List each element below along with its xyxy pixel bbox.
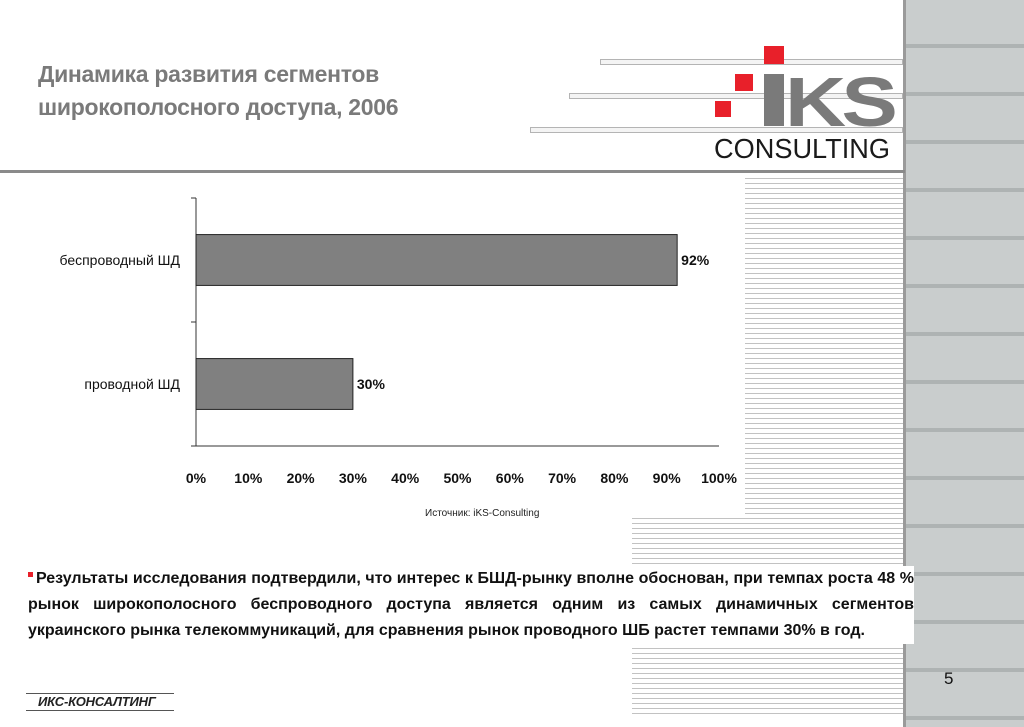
logo-tagline: CONSULTING <box>714 133 890 164</box>
decorative-bar <box>600 59 903 65</box>
bar <box>195 234 678 286</box>
page-title: Динамика развития сегментов широкополосн… <box>38 58 498 124</box>
logo-accent-square <box>735 74 753 91</box>
x-tick-label: 100% <box>701 470 737 486</box>
title-line-1: Динамика развития сегментов <box>38 61 380 87</box>
decorative-bar <box>530 127 903 133</box>
iks-consulting-logo: KS CONSULTING <box>713 44 899 164</box>
x-tick-label: 60% <box>496 470 525 486</box>
body-paragraph: Результаты исследования подтвердили, что… <box>28 566 914 644</box>
logo-accent-square <box>715 101 731 117</box>
bar <box>195 358 354 410</box>
bar-chart: 0% 10% 20% 30% 40% 50% 60% 70% 80% 90% 100% беспров… <box>59 197 737 486</box>
page-number: 5 <box>944 669 954 688</box>
logo-i-stem <box>764 74 784 126</box>
source-note: Источник: iKS-Consulting <box>425 508 540 519</box>
x-tick-label: 70% <box>548 470 577 486</box>
decorative-side-panel <box>903 0 1024 727</box>
category-label: проводной ШД <box>84 376 180 392</box>
title-line-2: широкополосного доступа, 2006 <box>38 94 399 120</box>
logo-wordmark: KS <box>785 63 895 141</box>
x-tick-label: 30% <box>339 470 368 486</box>
footer-brand-suffix: -КОНСАЛТИНГ <box>63 694 156 709</box>
x-tick-label: 10% <box>234 470 263 486</box>
header-divider <box>0 170 905 173</box>
x-tick-label: 0% <box>186 470 207 486</box>
decorative-bar <box>569 93 903 99</box>
footer-brand: ИКС-КОНСАЛТИНГ <box>38 694 156 709</box>
x-tick-label: 50% <box>443 470 472 486</box>
x-tick-label: 20% <box>287 470 316 486</box>
footer-brand-prefix: ИКС <box>38 694 64 709</box>
footer-rule <box>26 710 174 711</box>
logo-accent-square <box>764 46 784 64</box>
data-label: 92% <box>681 252 710 268</box>
data-label: 30% <box>357 376 386 392</box>
category-label: беспроводный ШД <box>59 252 180 268</box>
footer-rule <box>26 693 174 694</box>
x-tick-label: 90% <box>653 470 682 486</box>
x-tick-label: 80% <box>600 470 629 486</box>
bullet-marker <box>28 572 33 577</box>
body-text: Результаты исследования подтвердили, что… <box>28 570 914 639</box>
x-tick-label: 40% <box>391 470 420 486</box>
